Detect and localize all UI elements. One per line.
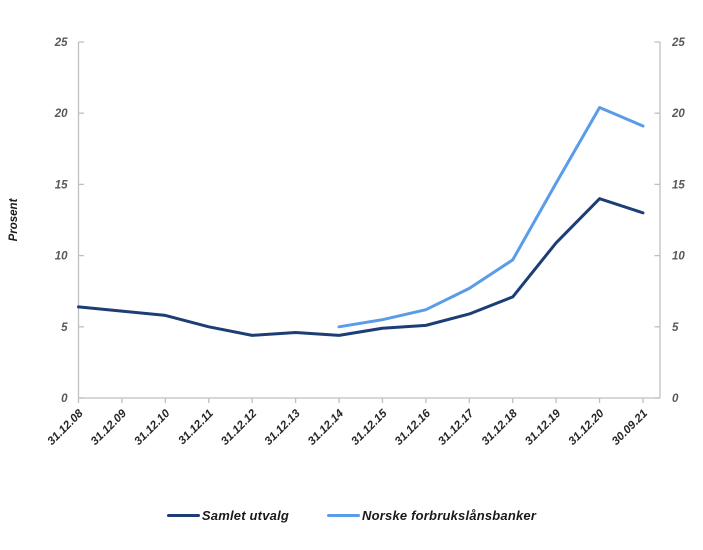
- x-tick-label: 31.12.11: [176, 408, 216, 448]
- y-tick-label-left: 15: [55, 179, 68, 191]
- x-tick-label: 30.09.21: [610, 408, 650, 448]
- legend-line-swatch-dark: [166, 514, 200, 517]
- y-tick-label-right: 15: [672, 179, 685, 191]
- x-tick-label: 31.12.15: [349, 407, 390, 448]
- x-tick-label: 31.12.09: [89, 407, 130, 448]
- y-tick-label-left: 10: [55, 251, 68, 263]
- y-tick-label-right: 0: [672, 393, 679, 405]
- legend-label: Norske forbrukslånsbanker: [362, 508, 537, 523]
- x-tick-label: 31.12.14: [306, 407, 347, 448]
- y-tick-label-left: 25: [54, 37, 68, 49]
- series-line-norske-forbrukslansbanker: [337, 106, 645, 329]
- x-tick-label: 31.12.18: [480, 407, 521, 448]
- x-tick-label: 31.12.19: [523, 407, 564, 448]
- legend-label: Samlet utvalg: [201, 508, 290, 523]
- y-tick-label-left: 20: [54, 108, 68, 120]
- y-tick-label-left: 5: [61, 322, 68, 334]
- y-tick-label-right: 10: [672, 251, 685, 263]
- y-tick-label-right: 20: [671, 108, 685, 120]
- x-tick-label: 31.12.12: [219, 407, 260, 448]
- x-tick-label: 31.12.20: [567, 407, 608, 448]
- y-tick-label-right: 5: [672, 322, 679, 334]
- chart-legend: Samlet utvalg Norske forbrukslånsbanker: [0, 508, 703, 523]
- y-tick-label-right: 25: [671, 37, 685, 49]
- x-tick-label: 31.12.17: [436, 407, 477, 448]
- x-tick-label: 31.12.13: [263, 407, 304, 448]
- y-axis-title: Prosent: [8, 197, 20, 241]
- x-tick-label: 31.12.10: [132, 407, 173, 448]
- y-tick-label-left: 0: [61, 393, 68, 405]
- series-line-samlet-utvalg: [77, 197, 645, 337]
- legend-line-swatch-light: [327, 514, 361, 517]
- x-tick-label: 31.12.16: [393, 407, 434, 448]
- legend-item-norske-forbrukslansbanker: Norske forbrukslånsbanker: [327, 508, 536, 523]
- legend-item-samlet-utvalg: Samlet utvalg: [166, 508, 290, 523]
- x-tick-label: 31.12.08: [45, 407, 86, 448]
